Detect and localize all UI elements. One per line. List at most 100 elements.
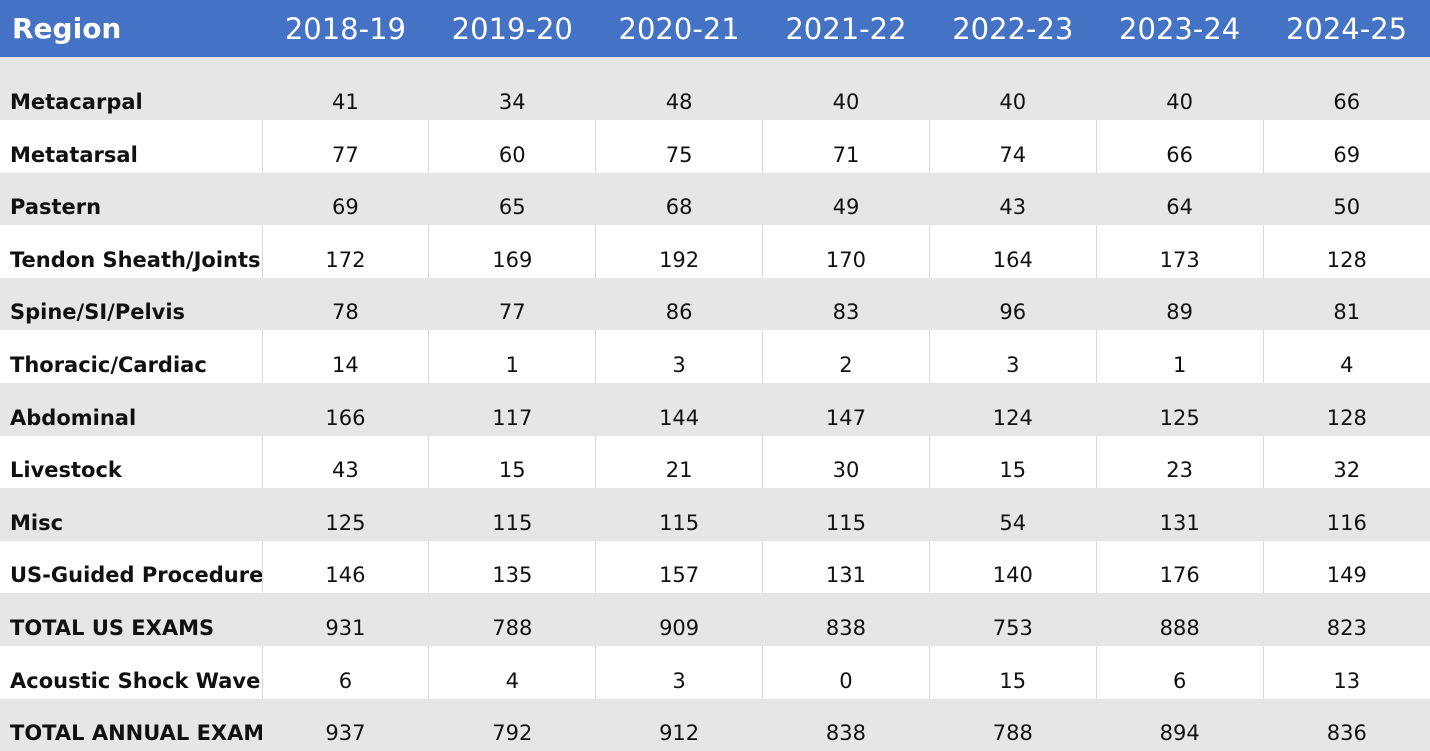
cell-value: 49 xyxy=(762,172,930,226)
cell-value: 931 xyxy=(261,593,429,646)
cell-value: 96 xyxy=(928,277,1097,331)
cell-value: 4 xyxy=(428,645,596,699)
cell-value: 0 xyxy=(762,645,930,699)
cell-value: 173 xyxy=(1095,225,1264,278)
cell-value: 117 xyxy=(428,382,596,436)
cell-value: 170 xyxy=(762,225,930,278)
header-year: 2022-23 xyxy=(929,0,1097,57)
cell-value: 68 xyxy=(595,172,763,226)
cell-value: 753 xyxy=(928,593,1097,646)
row-label: Spine/SI/Pelvis xyxy=(0,277,262,331)
header-year: 2020-21 xyxy=(595,0,763,57)
table-row: Acoustic Shock Wave 6 4 3 0 15 6 13 xyxy=(0,645,1430,699)
cell-value: 125 xyxy=(261,488,429,541)
cell-value: 15 xyxy=(928,645,1097,699)
cell-value: 3 xyxy=(595,330,763,383)
row-label: Misc xyxy=(0,488,262,541)
cell-value: 43 xyxy=(928,172,1097,226)
row-label: TOTAL US EXAMS xyxy=(0,593,262,646)
cell-value: 838 xyxy=(762,593,930,646)
cell-value: 3 xyxy=(595,645,763,699)
table-row: Livestock 43 15 21 30 15 23 32 xyxy=(0,435,1430,489)
table-body: Metacarpal 41 34 48 40 40 40 66 Metatarsal 77 60 75… xyxy=(0,57,1430,751)
cell-value: 125 xyxy=(1095,382,1264,436)
header-year: 2018-19 xyxy=(262,0,429,57)
cell-value: 135 xyxy=(428,540,596,594)
cell-value: 23 xyxy=(1095,435,1264,489)
row-label: TOTAL ANNUAL EXAMS xyxy=(0,698,262,751)
cell-value: 13 xyxy=(1262,645,1430,699)
header-year: 2019-20 xyxy=(428,0,596,57)
table-row: Spine/SI/Pelvis 78 77 86 83 96 89 81 xyxy=(0,277,1430,331)
cell-value: 836 xyxy=(1262,698,1430,751)
header-region: Region xyxy=(0,0,262,57)
cell-value: 30 xyxy=(762,435,930,489)
cell-value: 128 xyxy=(1262,225,1430,278)
cell-value: 894 xyxy=(1095,698,1264,751)
cell-value: 788 xyxy=(428,593,596,646)
cell-value: 176 xyxy=(1095,540,1264,594)
cell-value: 43 xyxy=(261,435,429,489)
cell-value: 6 xyxy=(1095,645,1264,699)
cell-value: 48 xyxy=(595,57,763,120)
cell-value: 192 xyxy=(595,225,763,278)
cell-value: 66 xyxy=(1095,120,1264,173)
cell-value: 823 xyxy=(1262,593,1430,646)
cell-value: 115 xyxy=(428,488,596,541)
cell-value: 912 xyxy=(595,698,763,751)
cell-value: 71 xyxy=(762,120,930,173)
cell-value: 83 xyxy=(762,277,930,331)
cell-value: 157 xyxy=(595,540,763,594)
cell-value: 140 xyxy=(928,540,1097,594)
cell-value: 69 xyxy=(261,172,429,226)
cell-value: 147 xyxy=(762,382,930,436)
row-label: Acoustic Shock Wave xyxy=(10,668,261,693)
cell-value: 164 xyxy=(928,225,1097,278)
cell-value: 1 xyxy=(428,330,596,383)
cell-value: 115 xyxy=(595,488,763,541)
table-row: TOTAL US EXAMS 931 788 909 838 753 888 823 xyxy=(0,593,1430,646)
header-year: 2024-25 xyxy=(1263,0,1430,57)
cell-value: 4 xyxy=(1262,330,1430,383)
table-row: TOTAL ANNUAL EXAMS 937 792 912 838 788 894 836 xyxy=(0,698,1430,751)
cell-value: 1 xyxy=(1095,330,1264,383)
cell-value: 792 xyxy=(428,698,596,751)
cell-value: 15 xyxy=(428,435,596,489)
cell-value: 131 xyxy=(1095,488,1264,541)
cell-value: 78 xyxy=(261,277,429,331)
cell-value: 77 xyxy=(428,277,596,331)
cell-value: 66 xyxy=(1262,57,1430,120)
row-label: Tendon Sheath/Joints xyxy=(10,247,261,272)
cell-value: 77 xyxy=(261,120,429,173)
cell-value: 115 xyxy=(762,488,930,541)
cell-value: 937 xyxy=(261,698,429,751)
table-row: Tendon Sheath/Joints 172 169 192 170 164 173 12… xyxy=(0,225,1430,278)
cell-value: 60 xyxy=(428,120,596,173)
cell-value: 14 xyxy=(261,330,429,383)
table-row: Metatarsal 77 60 75 71 74 66 69 xyxy=(0,120,1430,173)
cell-value: 888 xyxy=(1095,593,1264,646)
cell-value: 41 xyxy=(261,57,429,120)
cell-value: 64 xyxy=(1095,172,1264,226)
cell-value: 32 xyxy=(1262,435,1430,489)
cell-value: 6 xyxy=(261,645,429,699)
header-year: 2021-22 xyxy=(762,0,930,57)
cell-value: 116 xyxy=(1262,488,1430,541)
row-label: Thoracic/Cardiac xyxy=(10,352,207,377)
cell-value: 74 xyxy=(928,120,1097,173)
cell-value: 34 xyxy=(428,57,596,120)
row-label: Pastern xyxy=(0,172,262,226)
cell-value: 166 xyxy=(261,382,429,436)
cell-value: 21 xyxy=(595,435,763,489)
cell-value: 909 xyxy=(595,593,763,646)
cell-value: 124 xyxy=(928,382,1097,436)
row-label: Metatarsal xyxy=(10,142,138,167)
table-row: Metacarpal 41 34 48 40 40 40 66 xyxy=(0,57,1430,120)
cell-value: 15 xyxy=(928,435,1097,489)
cell-value: 81 xyxy=(1262,277,1430,331)
row-label: Abdominal xyxy=(0,382,262,436)
table-row: Misc 125 115 115 115 54 131 116 xyxy=(0,488,1430,541)
row-label: Livestock xyxy=(10,458,122,483)
cell-value: 75 xyxy=(595,120,763,173)
cell-value: 788 xyxy=(928,698,1097,751)
